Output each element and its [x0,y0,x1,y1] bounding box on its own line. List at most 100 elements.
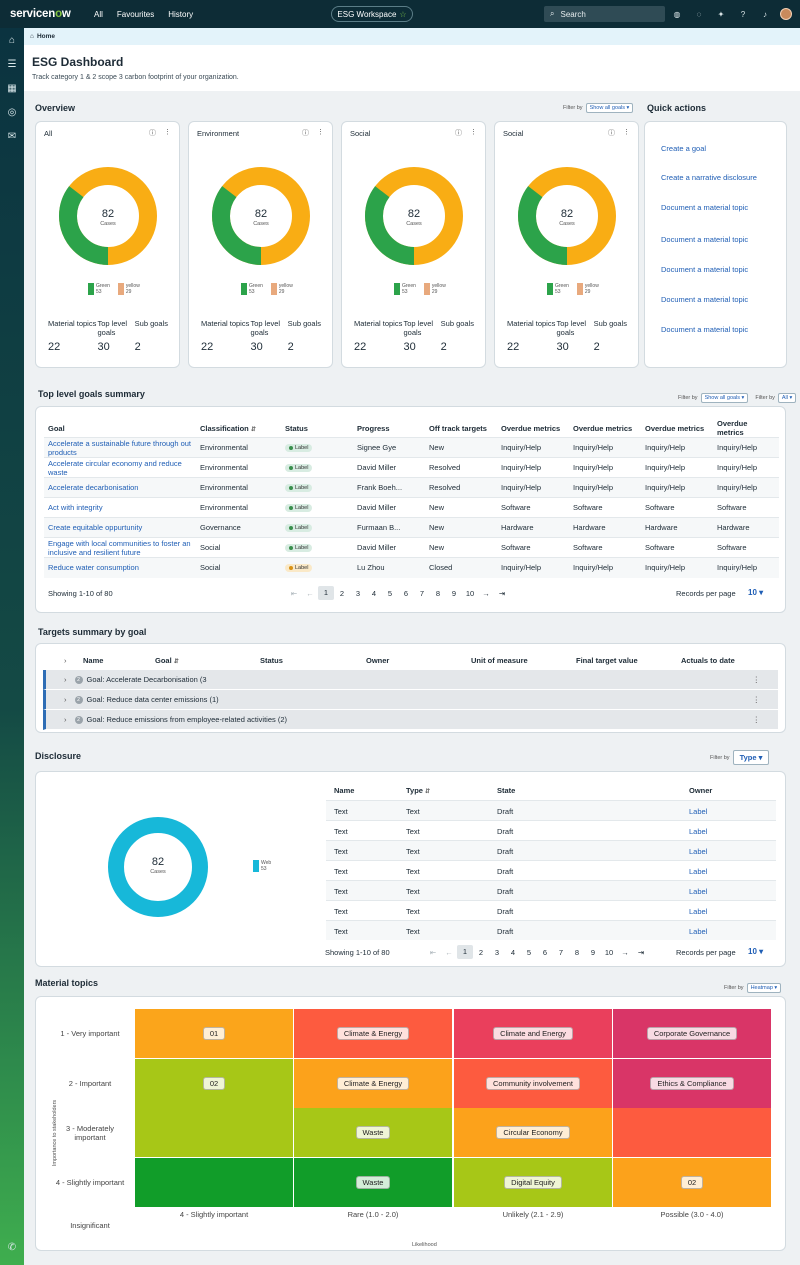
topic-pill[interactable]: Corporate Governance [646,1027,738,1040]
target-group-row[interactable]: › 2 Goal: Accelerate Decarbonisation (3 ⋮ [43,670,778,690]
topic-pill[interactable]: 02 [202,1077,226,1090]
table-row[interactable]: Accelerate decarbonisation Environmental L… [44,477,779,498]
goal-link[interactable]: Accelerate a sustainable future through … [48,438,192,457]
search-input[interactable]: ⌕ Search [544,6,665,22]
page-number[interactable]: 4 [510,947,516,957]
goals-column-header[interactable]: Off track targets [425,419,497,438]
sort-icon[interactable]: ⇵ [425,789,431,795]
donut-slice-green[interactable] [212,167,310,265]
owner-link[interactable]: Label [689,807,708,816]
topic-pill[interactable]: 01 [202,1027,226,1040]
goal-link[interactable]: Accelerate circular economy and reduce w… [48,458,182,477]
goals-column-header[interactable]: Goal [44,419,196,438]
table-row[interactable]: Text Text Draft Label [326,800,776,820]
bell-icon[interactable]: ♪ [763,9,767,19]
heatmap-cell[interactable] [135,1108,293,1157]
first-page-icon[interactable]: ⇤ [429,947,437,957]
servicenow-logo[interactable]: servicenow [10,8,82,20]
page-number[interactable]: 1 [457,945,473,959]
topic-pill[interactable]: Ethics & Compliance [650,1077,734,1090]
material-filter-select[interactable]: Heatmap ▾ [746,983,782,993]
disclosure-column-header[interactable]: Name [334,786,354,795]
goal-link[interactable]: Accelerate decarbonisation [48,483,139,492]
prev-page-icon[interactable]: ← [445,947,453,957]
topic-pill[interactable]: Climate and Energy [493,1027,573,1040]
prev-page-icon[interactable]: ← [306,588,314,598]
table-row[interactable]: Text Text Draft Label [326,920,776,940]
goal-link[interactable]: Act with integrity [48,503,103,512]
owner-link[interactable]: Label [689,927,708,936]
heatmap-cell[interactable]: Waste [294,1158,452,1207]
more-icon[interactable]: ⋮ [317,129,324,136]
nav-link[interactable]: All [94,9,103,19]
heatmap-cell[interactable]: 02 [613,1158,771,1207]
targets-column-header[interactable]: Unit of measure [471,656,528,665]
heatmap-cell[interactable]: Climate & Energy [294,1009,452,1058]
disclosure-records-select[interactable]: 10 ▾ [748,947,764,956]
table-row[interactable]: Create equitable oppurtunity Governance La… [44,517,779,538]
heatmap-cell[interactable]: Corporate Governance [613,1009,771,1058]
expand-icon[interactable]: › [64,675,67,684]
page-number[interactable]: 9 [451,588,457,598]
more-icon[interactable]: ⋮ [470,129,477,136]
topic-pill[interactable]: Waste [355,1176,391,1189]
targets-column-header[interactable]: Owner [366,656,389,665]
heatmap-cell[interactable]: 02 [135,1059,293,1108]
heatmap-cell[interactable]: Waste [294,1108,452,1157]
last-page-icon[interactable]: ⇥ [498,588,506,598]
targets-column-header[interactable]: Name [83,656,103,665]
goals-filter-select[interactable]: Show all goals ▾ [700,393,749,403]
goals-column-header[interactable]: Overdue metrics [569,419,641,438]
target-group-row[interactable]: › 2 Goal: Reduce emissions from employee-r… [43,710,778,730]
owner-link[interactable]: Label [689,827,708,836]
table-row[interactable]: Act with integrity Environmental Label Davi… [44,497,779,518]
topic-pill[interactable]: 02 [680,1176,704,1189]
goal-link[interactable]: Create equitable oppurtunity [48,523,143,532]
expand-icon[interactable]: › [64,695,67,704]
quick-action-link[interactable]: Document a material topic [661,203,749,212]
quick-action-link[interactable]: Document a material topic [661,325,749,334]
more-icon[interactable]: ⋮ [164,129,171,136]
page-number[interactable]: 8 [574,947,580,957]
owner-link[interactable]: Label [689,847,708,856]
goals-column-header[interactable]: Classification ⇵ [196,419,281,438]
page-number[interactable]: 7 [419,588,425,598]
table-row[interactable]: Text Text Draft Label [326,860,776,880]
table-row[interactable]: Text Text Draft Label [326,820,776,840]
page-number[interactable]: 3 [355,588,361,598]
sort-icon[interactable]: ⇵ [250,426,256,433]
first-page-icon[interactable]: ⇤ [290,588,298,598]
table-row[interactable]: Reduce water consumption Social Label Lu Zh… [44,557,779,578]
page-number[interactable]: 7 [558,947,564,957]
goals-column-header[interactable]: Overdue metrics [641,419,713,438]
avatar[interactable] [780,8,792,20]
owner-link[interactable]: Label [689,867,708,876]
page-number[interactable]: 5 [387,588,393,598]
workspace-pill[interactable]: ESG Workspace ☆ [331,6,413,22]
goals-column-header[interactable]: Progress [353,419,425,438]
heatmap-cell[interactable]: Climate and Energy [454,1009,612,1058]
goals-column-header[interactable]: Overdue metrics [497,419,569,438]
help-icon[interactable]: ? [740,9,746,19]
heatmap-cell[interactable]: Climate & Energy [294,1059,452,1108]
disclosure-filter-select[interactable]: Type ▾ [732,750,770,765]
sparkle-icon[interactable]: ✦ [717,9,725,19]
goals-filter2-select[interactable]: All ▾ [777,393,797,403]
dashboard-icon[interactable]: ▦ [7,82,17,94]
page-number[interactable]: 10 [465,588,475,598]
page-number[interactable]: 3 [494,947,500,957]
table-row[interactable]: Accelerate a sustainable future through … [44,437,779,458]
inbox-icon[interactable]: ✉ [7,130,17,142]
page-number[interactable]: 6 [403,588,409,598]
disclosure-column-header[interactable]: State [497,786,515,795]
targets-column-header[interactable]: Status [260,656,283,665]
disclosure-column-header[interactable]: Type ⇵ [406,786,430,795]
owner-link[interactable]: Label [689,907,708,916]
topic-pill[interactable]: Community involvement [485,1077,581,1090]
goal-link[interactable]: Reduce water consumption [48,563,139,573]
chat-icon[interactable]: ◌ [696,9,702,19]
quick-action-link[interactable]: Create a goal [661,144,707,153]
page-number[interactable]: 9 [590,947,596,957]
table-row[interactable]: Accelerate circular economy and reduce w… [44,457,779,478]
quick-action-link[interactable]: Document a material topic [661,235,749,244]
